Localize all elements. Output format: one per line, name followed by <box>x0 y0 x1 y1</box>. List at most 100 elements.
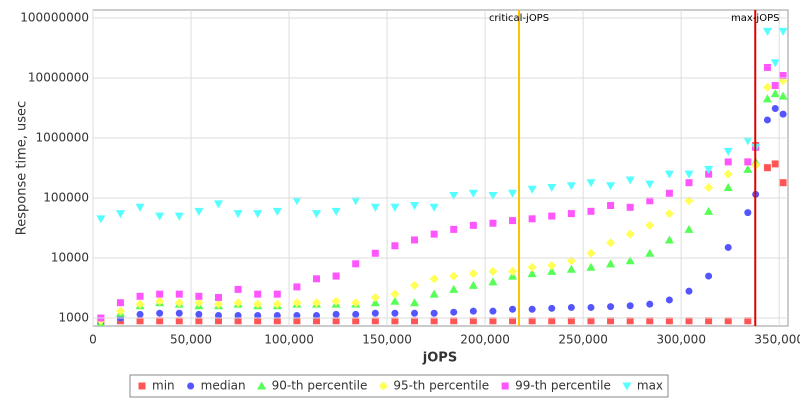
point <box>174 212 184 221</box>
point <box>370 298 380 307</box>
point <box>778 27 788 36</box>
point <box>272 299 282 309</box>
point <box>429 203 439 212</box>
point <box>779 110 787 118</box>
point <box>175 309 183 317</box>
y-tick-label: 1000 <box>58 311 89 325</box>
point <box>233 298 243 308</box>
point <box>645 248 655 257</box>
point <box>704 165 714 174</box>
point <box>587 317 595 325</box>
point <box>705 170 713 178</box>
point <box>566 182 576 191</box>
point <box>293 317 301 325</box>
point <box>135 299 145 309</box>
point <box>488 192 498 201</box>
x-tick-label: 0 <box>89 333 97 347</box>
point <box>234 312 242 320</box>
point <box>156 317 164 325</box>
point <box>175 290 183 298</box>
point <box>646 197 654 205</box>
y-tick-label: 1000000 <box>36 131 89 145</box>
y-tick-label: 100000000 <box>20 11 89 25</box>
point <box>528 215 536 223</box>
point <box>410 298 420 307</box>
point <box>586 248 596 258</box>
legend-label: min <box>152 379 175 393</box>
point <box>136 292 144 300</box>
point <box>509 305 517 313</box>
point <box>489 317 497 325</box>
point <box>587 303 595 311</box>
point <box>429 289 439 298</box>
legend-label: max <box>637 379 663 393</box>
point <box>156 290 164 298</box>
point <box>411 309 419 317</box>
point <box>312 312 320 320</box>
point <box>770 89 780 98</box>
point <box>293 312 301 320</box>
point <box>410 202 420 211</box>
point <box>213 200 223 209</box>
point <box>527 262 537 272</box>
point <box>371 309 379 317</box>
point <box>607 202 615 210</box>
point <box>625 229 635 239</box>
point <box>509 317 517 325</box>
point <box>430 230 438 238</box>
point <box>723 169 733 179</box>
point <box>548 304 556 312</box>
point <box>175 317 183 325</box>
point <box>292 197 302 206</box>
point <box>744 158 752 166</box>
point <box>724 317 732 325</box>
point <box>704 182 714 192</box>
point <box>626 302 634 310</box>
point <box>253 210 263 219</box>
annotation-label: critical-jOPS <box>489 13 549 24</box>
point <box>136 317 144 325</box>
point <box>625 256 635 265</box>
point <box>135 203 145 212</box>
point <box>665 296 673 304</box>
point <box>449 271 459 281</box>
point <box>272 207 282 216</box>
legend-marker <box>378 381 388 391</box>
legend-box <box>129 374 669 398</box>
point <box>508 266 518 276</box>
point <box>606 238 616 248</box>
point <box>234 285 242 293</box>
point <box>469 307 477 315</box>
point <box>254 317 262 325</box>
point <box>410 280 420 290</box>
point <box>762 27 772 36</box>
x-tick-label: 150,000 <box>362 333 412 347</box>
point <box>371 249 379 257</box>
point <box>645 220 655 230</box>
point <box>771 160 779 168</box>
point <box>273 317 281 325</box>
point <box>763 164 771 172</box>
point <box>567 210 575 218</box>
point <box>136 310 144 318</box>
point <box>743 164 753 173</box>
legend-label: 90-th percentile <box>272 379 368 393</box>
point <box>723 182 733 191</box>
point <box>548 317 556 325</box>
point <box>234 317 242 325</box>
point <box>195 310 203 318</box>
point <box>664 235 674 244</box>
legend-marker <box>138 382 146 390</box>
annotation-label: max-jOPS <box>731 13 779 24</box>
point <box>311 298 321 308</box>
point <box>488 277 498 286</box>
point <box>468 269 478 279</box>
point <box>770 59 780 68</box>
point <box>429 274 439 284</box>
point <box>390 296 400 305</box>
point <box>723 147 733 156</box>
point <box>273 312 281 320</box>
point <box>527 185 537 194</box>
point <box>292 298 302 308</box>
x-tick-label: 50,000 <box>170 333 212 347</box>
